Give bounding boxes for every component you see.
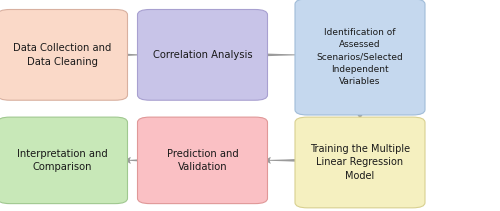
Text: Data Collection and
Data Cleaning: Data Collection and Data Cleaning [14,43,112,67]
Text: Prediction and
Validation: Prediction and Validation [166,149,238,172]
Text: Identification of
Assessed
Scenarios/Selected
Independent
Variables: Identification of Assessed Scenarios/Sel… [316,28,404,86]
Text: Interpretation and
Comparison: Interpretation and Comparison [17,149,108,172]
Text: Correlation Analysis: Correlation Analysis [152,50,252,60]
FancyBboxPatch shape [0,9,128,100]
FancyBboxPatch shape [295,117,425,208]
FancyBboxPatch shape [0,117,128,204]
Text: Training the Multiple
Linear Regression
Model: Training the Multiple Linear Regression … [310,144,410,181]
FancyBboxPatch shape [138,117,268,204]
FancyBboxPatch shape [295,0,425,115]
FancyBboxPatch shape [138,9,268,100]
